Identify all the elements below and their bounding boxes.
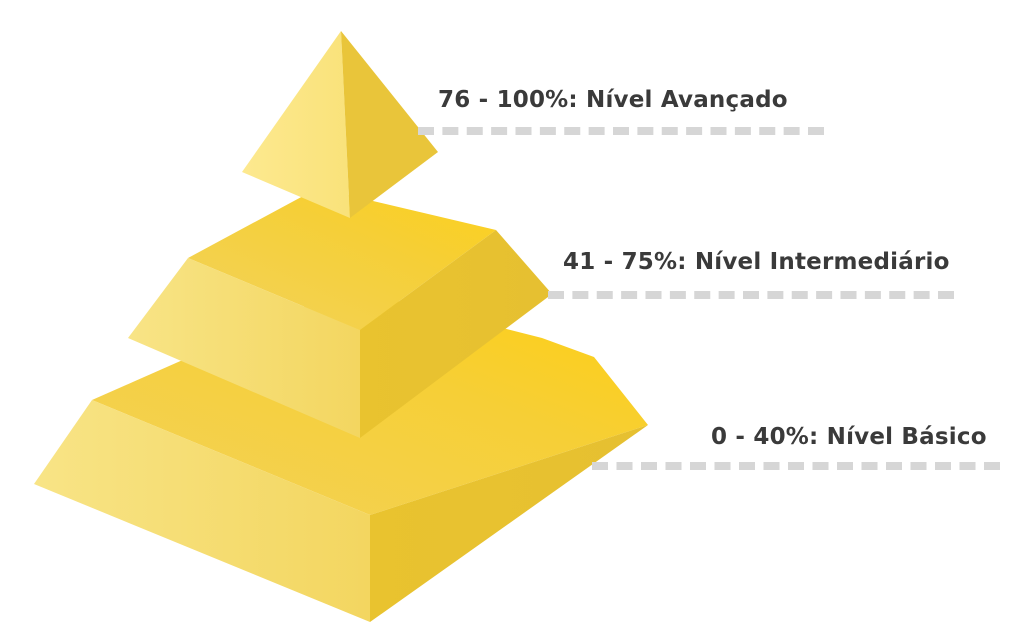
level-label-intermediate: 41 - 75%: Nível Intermediário — [563, 249, 950, 275]
level-label-advanced: 76 - 100%: Nível Avançado — [438, 87, 788, 113]
level-label-basic: 0 - 40%: Nível Básico — [711, 424, 987, 450]
pyramid-layer-intermediate — [128, 188, 552, 438]
level-dash-intermediate — [548, 291, 954, 299]
level-dash-basic — [592, 462, 1000, 470]
pyramid-layer-advanced — [242, 31, 438, 218]
intermediate-left-face — [128, 258, 360, 438]
level-dash-advanced — [418, 127, 824, 135]
basic-right-face — [370, 425, 648, 622]
intermediate-top-face — [188, 188, 496, 330]
advanced-left-face — [242, 31, 350, 218]
intermediate-right-face — [360, 230, 552, 438]
advanced-right-face — [341, 31, 438, 218]
basic-left-face — [34, 400, 370, 622]
